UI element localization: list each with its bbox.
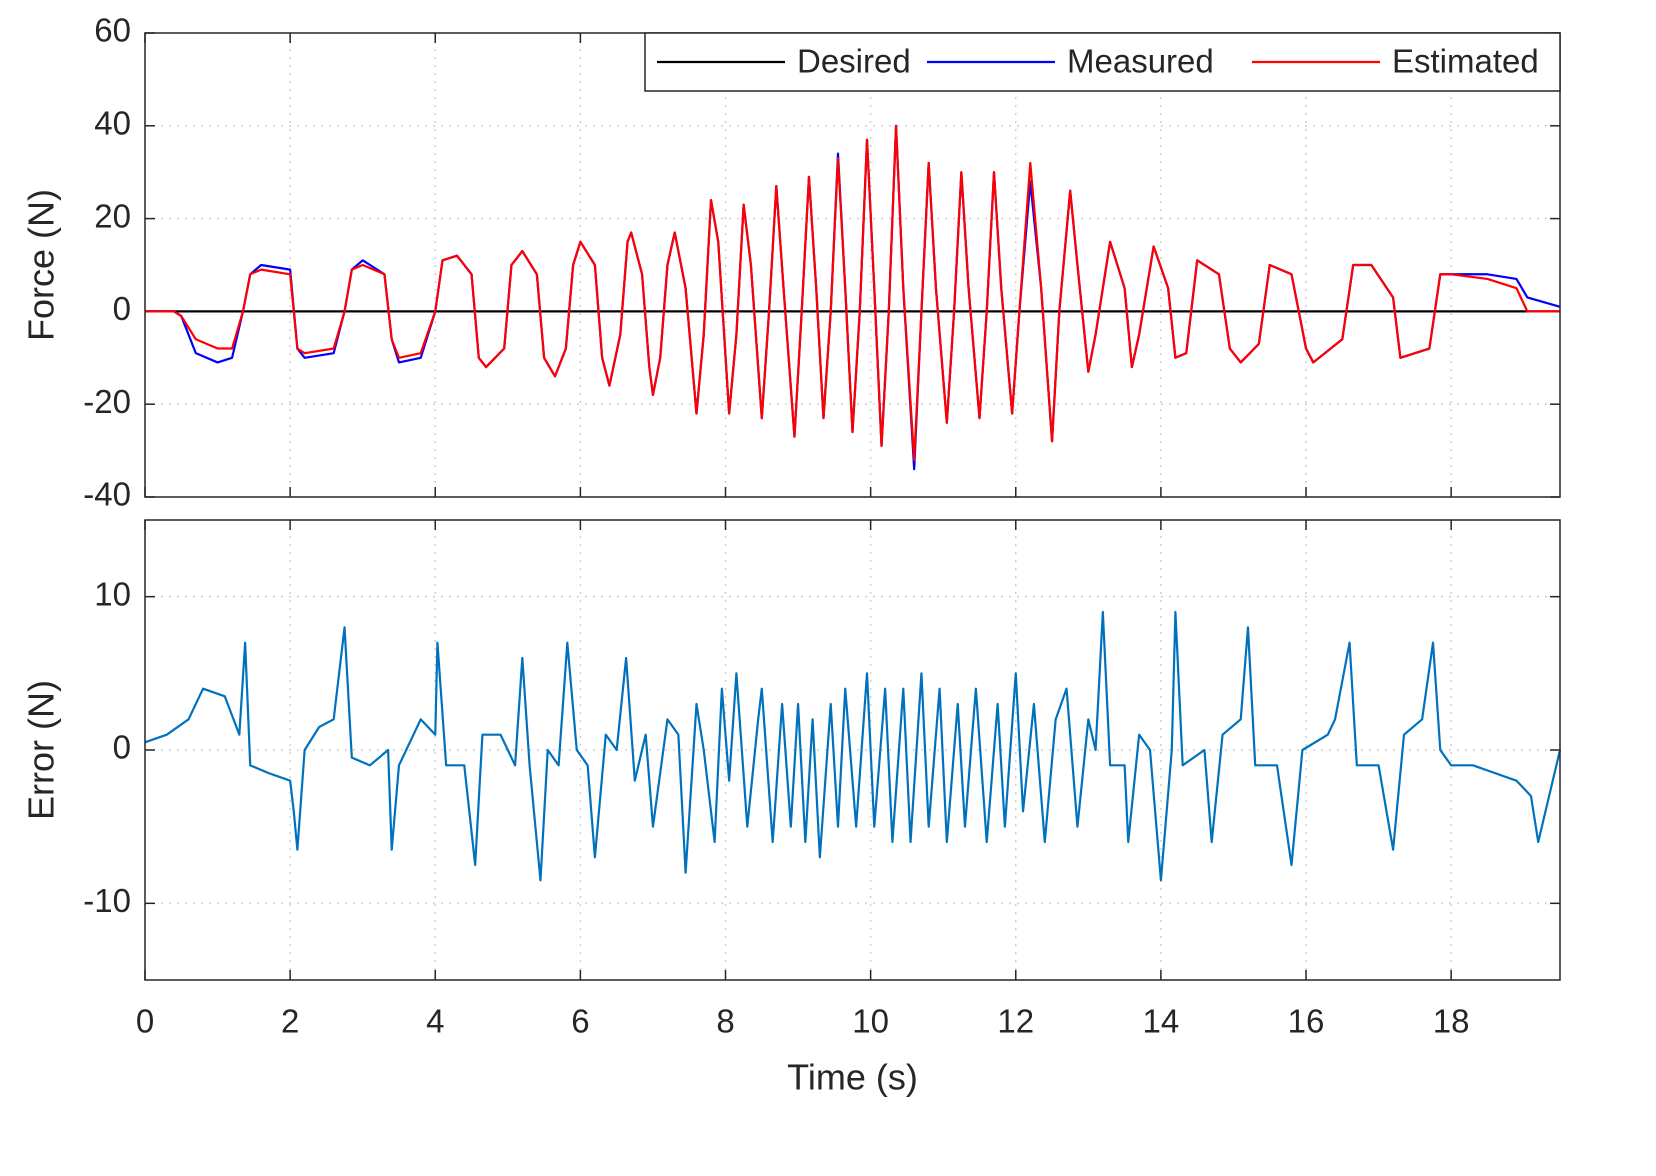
series-line: [144, 610, 1562, 882]
x-tick-label: 12: [997, 1003, 1034, 1040]
y-tick-label: 60: [94, 12, 131, 49]
x-tick-label: 14: [1143, 1003, 1180, 1040]
y-axis-label: Force (N): [21, 189, 62, 341]
x-tick-label: 10: [852, 1003, 889, 1040]
plot-frame: [144, 519, 1561, 981]
y-tick-label: 20: [94, 197, 131, 234]
y-tick-label: 0: [113, 729, 131, 766]
x-tick-label: 2: [281, 1003, 299, 1040]
legend-box: [644, 32, 1561, 92]
y-axis-label: Error (N): [21, 680, 62, 820]
x-tick-label: 8: [716, 1003, 734, 1040]
y-tick-label: 0: [113, 290, 131, 327]
y-tick-label: -10: [83, 882, 131, 919]
legend-label: Estimated: [1392, 43, 1539, 80]
x-axis-label: Time (s): [787, 1057, 918, 1098]
legend-label: Measured: [1067, 43, 1214, 80]
y-tick-label: -40: [83, 476, 131, 513]
legend-label: Desired: [797, 43, 911, 80]
x-tick-label: 18: [1433, 1003, 1470, 1040]
plot-area: [145, 520, 1560, 980]
x-tick-label: 6: [571, 1003, 589, 1040]
y-tick-label: 40: [94, 105, 131, 142]
y-tick-label: 10: [94, 575, 131, 612]
x-tick-label: 16: [1288, 1003, 1325, 1040]
x-tick-label: 4: [426, 1003, 444, 1040]
y-tick-label: -20: [83, 383, 131, 420]
x-tick-label: 0: [136, 1003, 154, 1040]
series-line: [145, 124, 1560, 461]
